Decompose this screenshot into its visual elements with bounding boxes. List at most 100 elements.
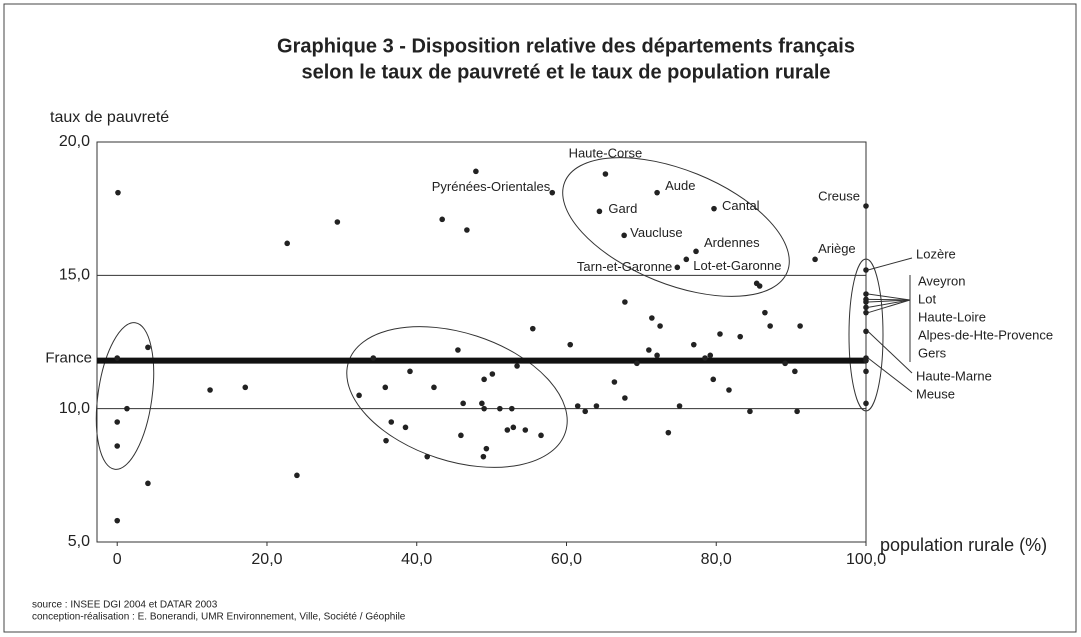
point: [634, 360, 640, 367]
reference-label: France: [45, 350, 92, 367]
point: [567, 341, 574, 348]
point-label: Aude: [665, 178, 695, 193]
point: [756, 283, 763, 289]
point: [481, 376, 487, 383]
x-tick-label: 0: [113, 551, 122, 568]
y-tick-label: 20,0: [59, 133, 90, 150]
point: [863, 328, 869, 335]
point: [665, 429, 672, 436]
point: [514, 363, 520, 369]
point: [538, 432, 544, 439]
point: [747, 408, 753, 415]
point: [621, 232, 627, 239]
point-label: Tarn-et-Garonne: [577, 259, 672, 274]
point: [489, 371, 496, 377]
x-tick-label: 100,0: [846, 551, 886, 568]
outer-border: [3, 3, 1077, 633]
point: [483, 445, 490, 452]
point: [574, 403, 581, 409]
leader-line: [867, 293, 911, 301]
point-label: Meuse: [916, 386, 955, 401]
point: [114, 443, 121, 449]
x-tick-label: 20,0: [251, 551, 282, 568]
point: [114, 517, 121, 524]
point: [510, 424, 517, 431]
point-label: Ariège: [818, 241, 856, 256]
point: [424, 453, 431, 460]
point: [596, 208, 603, 215]
point: [622, 395, 628, 401]
point: [622, 299, 628, 305]
point-label: Gard: [608, 201, 637, 216]
point: [726, 387, 732, 393]
group-ellipse: [848, 258, 884, 412]
group-ellipse: [95, 322, 155, 470]
point: [654, 189, 660, 196]
point: [284, 240, 290, 247]
point: [124, 405, 130, 412]
point: [654, 352, 660, 359]
point: [797, 323, 803, 329]
point-label: Haute-Marne: [916, 368, 992, 383]
point: [782, 360, 788, 367]
point: [711, 205, 717, 212]
point: [710, 376, 717, 383]
point: [792, 368, 798, 375]
point: [676, 403, 683, 409]
point: [762, 309, 768, 316]
point-label: Vaucluse: [630, 225, 683, 240]
point-label: Alpes-de-Hte-Provence: [918, 327, 1053, 342]
point: [242, 384, 249, 391]
point: [649, 315, 655, 321]
chart-title: Graphique 3 - Disposition relative des d…: [277, 35, 855, 57]
point: [481, 405, 487, 412]
point: [593, 403, 600, 409]
point: [388, 419, 395, 425]
group-ellipse: [346, 326, 568, 468]
leader-line: [867, 330, 913, 374]
point: [407, 368, 413, 375]
point: [480, 453, 487, 460]
point: [646, 347, 652, 353]
point: [294, 472, 300, 479]
source: conception-réalisation : E. Bonerandi, U…: [32, 612, 406, 623]
point-label: Ardennes: [704, 235, 760, 250]
point: [582, 408, 589, 415]
point: [693, 248, 699, 255]
point: [863, 291, 869, 297]
point: [812, 256, 818, 263]
point: [863, 400, 869, 407]
point-label: Haute-Corse: [569, 145, 643, 160]
point: [207, 387, 213, 393]
point: [549, 189, 556, 196]
point-label: Cantal: [722, 198, 760, 213]
point: [383, 437, 389, 444]
point: [402, 424, 409, 431]
point: [464, 227, 470, 233]
point: [657, 323, 663, 329]
point: [431, 384, 437, 391]
point: [737, 333, 744, 340]
point: [334, 219, 341, 225]
point: [794, 408, 800, 415]
point: [370, 355, 377, 361]
point-label: Lot-et-Garonne: [693, 258, 781, 273]
point: [522, 427, 529, 433]
point: [473, 168, 479, 175]
x-tick-label: 80,0: [701, 551, 732, 568]
point: [863, 304, 869, 311]
point-label: Pyrénées-Orientales: [432, 179, 551, 194]
point: [863, 203, 869, 209]
point: [509, 405, 515, 412]
point: [863, 368, 869, 375]
leader-line: [867, 299, 911, 314]
point: [145, 480, 151, 487]
point: [455, 347, 461, 353]
point: [602, 171, 609, 177]
group-ellipse: [562, 157, 790, 297]
point: [479, 400, 485, 407]
chart-title: selon le taux de pauvreté et le taux de …: [301, 61, 830, 83]
x-axis-title: population rurale (%): [880, 535, 1047, 555]
point: [707, 352, 714, 359]
